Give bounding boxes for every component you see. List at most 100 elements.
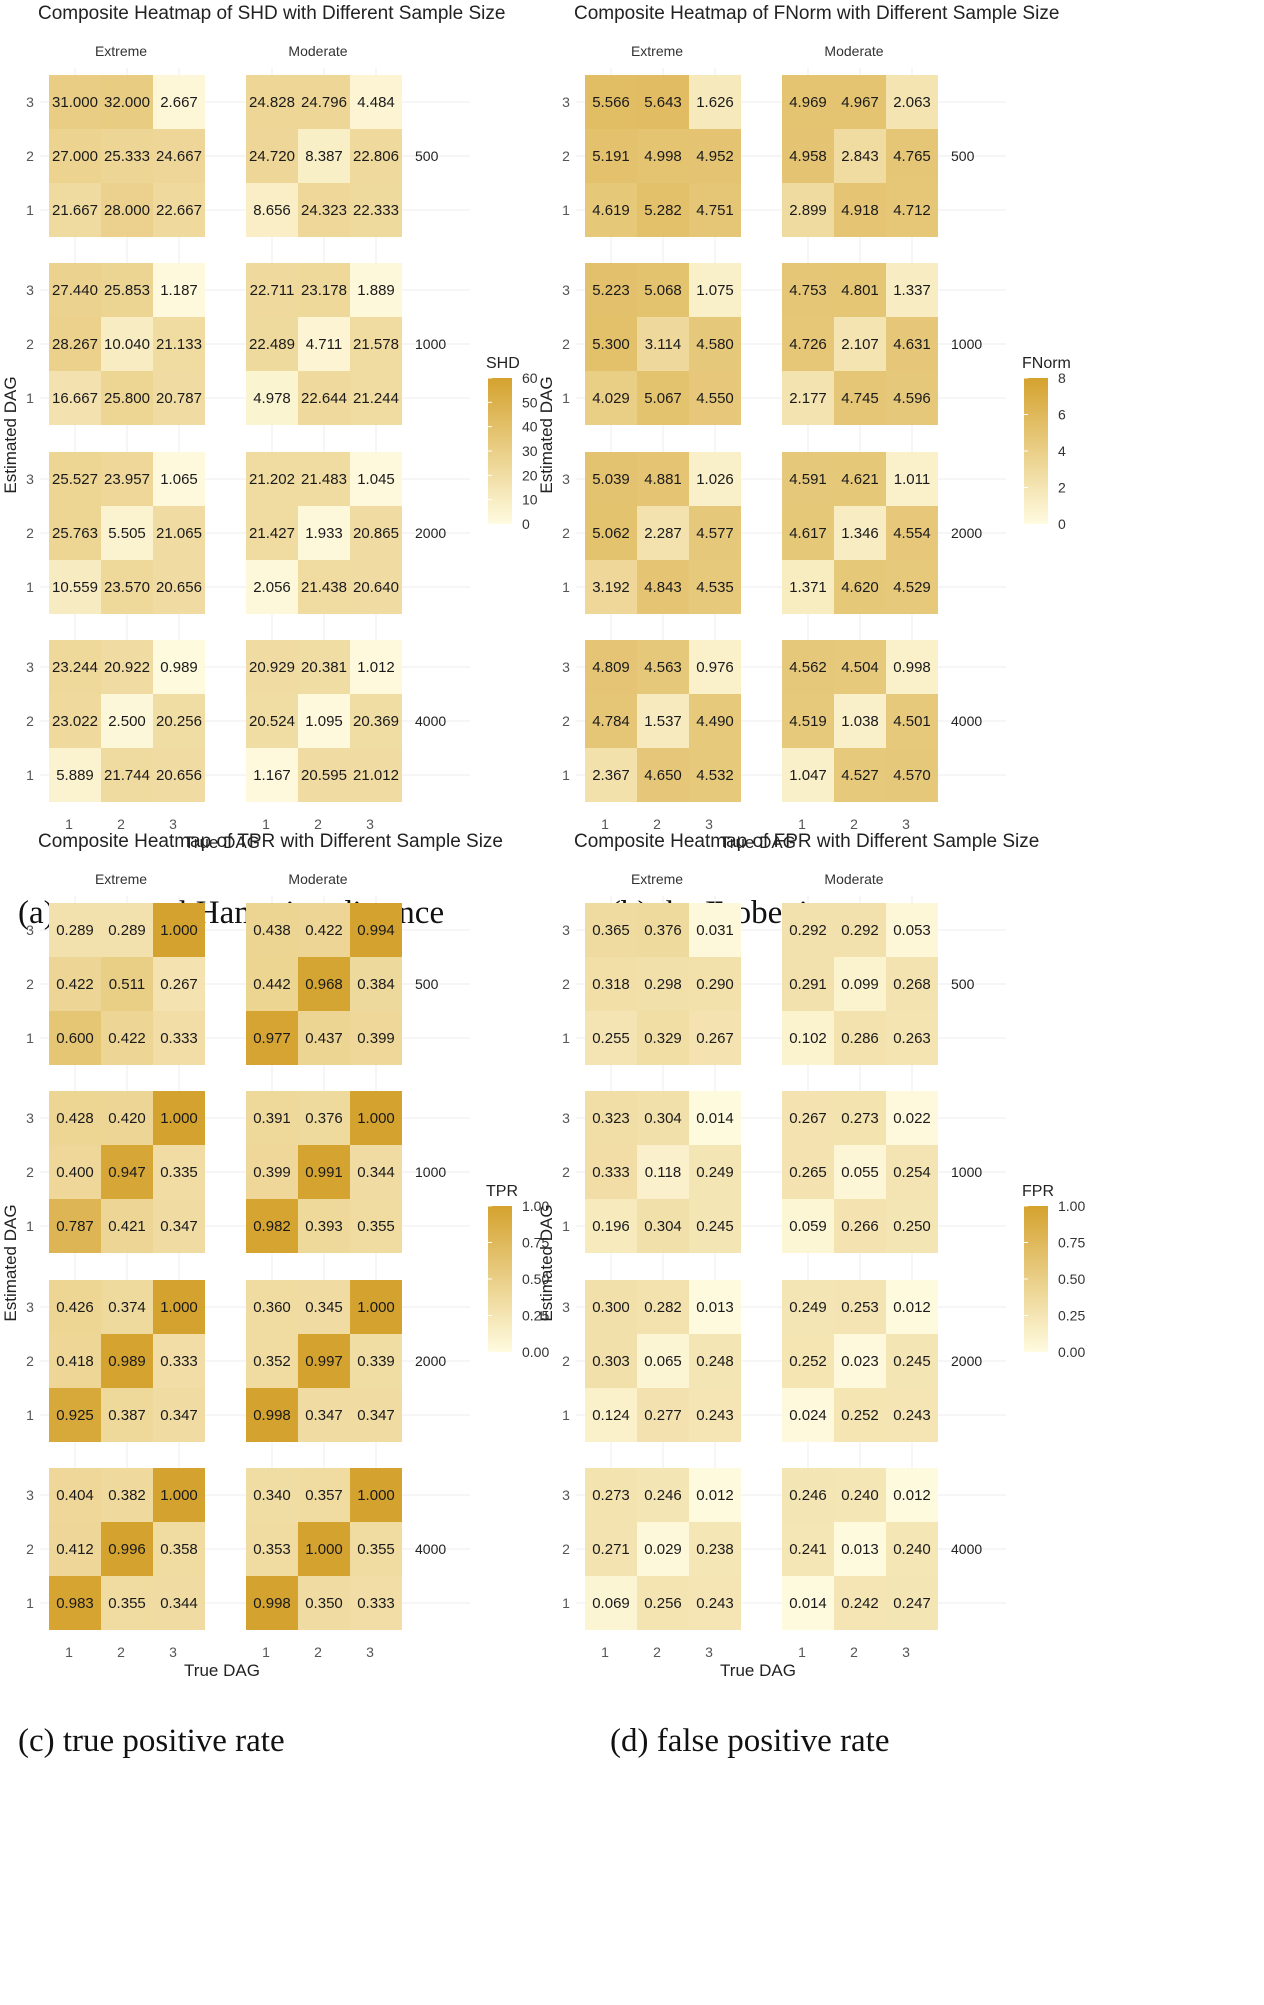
cell-value: 22.667 [156,202,202,219]
cell-value: 1.000 [160,1487,198,1504]
heatmap-cell [153,1145,205,1199]
cell-value: 25.333 [104,148,150,165]
cell-value: 0.968 [305,976,343,993]
cell-value: 4.596 [893,390,931,407]
heatmap-cell [101,903,153,957]
heatmap-cell [782,371,834,425]
heatmap-cell [153,1334,205,1388]
heatmap-cell [834,1011,886,1065]
cell-value: 0.267 [696,1030,734,1047]
cell-value: 0.355 [357,1541,395,1558]
heatmap-cell [298,506,350,560]
heatmap-cell [782,640,834,694]
heatmap-cell [49,640,101,694]
heatmap-cell [49,748,101,802]
heatmap-cell [637,1522,689,1576]
heatmap-cell [49,263,101,317]
x-tick-label: 1 [601,1644,609,1660]
sample-size-label: 500 [951,148,975,164]
cell-value: 10.040 [104,336,150,353]
cell-value: 5.566 [592,94,630,111]
cell-value: 0.267 [160,976,198,993]
cell-value: 4.801 [841,282,879,299]
cell-value: 0.012 [696,1487,734,1504]
y-tick-label: 3 [26,1487,34,1503]
cell-value: 1.537 [644,713,682,730]
heatmap-cell [585,1280,637,1334]
heatmap-cell [298,263,350,317]
heatmap-cell [101,1468,153,1522]
heatmap-cell [101,317,153,371]
cell-value: 4.843 [644,579,682,596]
heatmap-cell [782,560,834,614]
heatmap-cell [298,957,350,1011]
cell-value: 0.393 [305,1218,343,1235]
cell-value: 0.357 [305,1487,343,1504]
x-tick-label: 2 [850,816,858,832]
legend-tick-label: 30 [522,443,538,459]
cell-value: 2.063 [893,94,931,111]
cell-value: 0.118 [645,1164,681,1181]
y-tick-label: 2 [26,148,34,164]
legend-tick-label: 8 [1058,370,1066,386]
cell-value: 0.099 [841,976,879,993]
heatmap-cell [350,1280,402,1334]
sample-size-label: 2000 [951,525,982,541]
cell-value: 25.800 [104,390,150,407]
heatmap-cell [298,183,350,237]
heatmap-cell [637,957,689,1011]
y-tick-label: 1 [562,1595,570,1611]
x-tick-label: 3 [366,816,374,832]
x-tick-label: 2 [117,816,125,832]
y-tick-label: 2 [26,525,34,541]
cell-value: 23.244 [52,659,98,676]
heatmap-cell [350,317,402,371]
heatmap-cell [101,748,153,802]
heatmap-cell [246,1522,298,1576]
cell-value: 22.806 [353,148,399,165]
heatmap-cell [637,1468,689,1522]
heatmap-cell [49,75,101,129]
cell-value: 1.012 [357,659,395,676]
heatmap-cell [637,263,689,317]
cell-value: 0.292 [789,922,827,939]
heatmap-cell [246,506,298,560]
heatmap-cell [153,371,205,425]
heatmap-cell [585,903,637,957]
heatmap-cell [834,129,886,183]
cell-value: 1.000 [160,922,198,939]
heatmap-cell [585,129,637,183]
heatmap-cell [153,1388,205,1442]
y-tick-label: 2 [562,976,570,992]
cell-value: 0.339 [357,1353,395,1370]
heatmap-cell [886,263,938,317]
heatmap-cell [689,1199,741,1253]
cell-value: 0.399 [253,1164,291,1181]
cell-value: 0.014 [789,1595,827,1612]
heatmap-cell [637,903,689,957]
heatmap-cell [834,75,886,129]
heatmap-cell [782,452,834,506]
cell-value: 21.427 [249,525,295,542]
cell-value: 0.600 [56,1030,94,1047]
sample-size-label: 1000 [415,1164,446,1180]
cell-value: 4.570 [893,767,931,784]
cell-value: 0.787 [56,1218,94,1235]
heatmap-cell [298,317,350,371]
heatmap-cell [246,1011,298,1065]
cell-value: 4.881 [644,471,682,488]
cell-value: 0.292 [841,922,879,939]
cell-value: 0.059 [789,1218,827,1235]
cell-value: 20.787 [156,390,202,407]
heatmap-cell [689,1334,741,1388]
cell-value: 0.263 [893,1030,931,1047]
cell-value: 5.191 [592,148,630,165]
cell-value: 0.976 [696,659,734,676]
cell-value: 4.918 [841,202,879,219]
heatmap-cell [834,640,886,694]
heatmap-cell [153,263,205,317]
panel-caption: (d) false positive rate [610,1723,889,1759]
heatmap-cell [886,452,938,506]
cell-value: 0.989 [108,1353,146,1370]
x-tick-label: 3 [169,816,177,832]
